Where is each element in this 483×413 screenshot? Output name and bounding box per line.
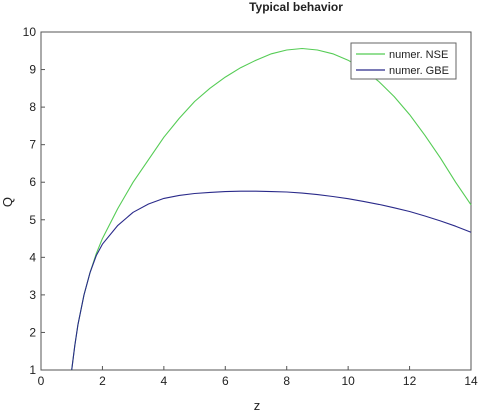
y-axis-label: Q [0,197,15,207]
y-tick-label: 3 [29,288,36,302]
y-tick-label: 8 [29,100,36,114]
x-axis-label: z [254,398,261,413]
y-tick-label: 10 [23,25,37,39]
y-tick-label: 9 [29,63,36,77]
y-tick-label: 6 [29,175,36,189]
y-tick-label: 7 [29,138,36,152]
y-tick-label: 2 [29,325,36,339]
plot-area [40,31,472,371]
series-line-gbe [71,190,472,371]
legend-label-gbe: numer. GBE [389,65,449,77]
chart-title: Typical behavior [249,0,343,14]
legend-box [350,42,457,80]
x-tick-label: 12 [403,374,417,388]
x-tick-label: 8 [283,374,290,388]
x-tick-label: 2 [99,374,106,388]
series-line-nse [71,47,472,371]
x-axis: 0 2 4 6 8 10 12 14 [38,366,478,388]
series-layer [71,47,472,371]
y-tick-label: 4 [29,250,36,264]
legend-label-nse: numer. NSE [389,49,448,61]
y-tick-label: 1 [29,363,36,377]
x-tick-label: 0 [38,374,45,388]
y-tick-label: 5 [29,213,36,227]
y-axis: 1 2 3 4 5 6 7 8 9 10 [23,25,45,377]
x-tick-label: 4 [161,374,168,388]
x-tick-label: 14 [464,374,478,388]
legend: numer. NSE numer. GBE [350,42,457,80]
x-tick-label: 10 [341,374,355,388]
x-tick-label: 6 [222,374,229,388]
